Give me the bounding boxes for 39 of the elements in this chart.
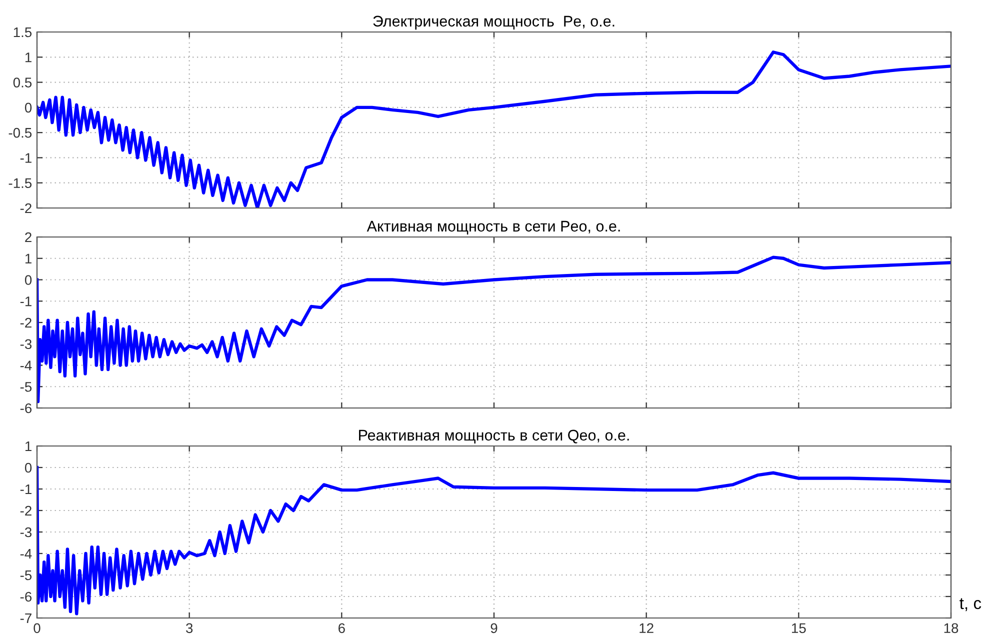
x-tick-label: 18 xyxy=(944,623,958,634)
y-tick-label: 0.5 xyxy=(13,78,32,88)
x-tick-label: 12 xyxy=(640,623,654,633)
y-tick-label: -1.5 xyxy=(8,178,32,188)
chart-title: Электрическая мощность Pe, о.е. xyxy=(373,16,614,30)
chart-title: Активная мощность в сети Peo, о.е. xyxy=(366,220,620,234)
x-axis-title: t, c xyxy=(960,598,982,612)
y-tick-label: -1 xyxy=(20,296,32,306)
y-tick-label: -5 xyxy=(20,382,32,392)
y-tick-label: 1 xyxy=(25,254,32,264)
x-tick-label: 15 xyxy=(792,623,806,634)
x-tick-label: 6 xyxy=(338,623,345,634)
y-tick-label: -2 xyxy=(20,506,32,516)
y-tick-label: -5 xyxy=(20,570,32,580)
line-series xyxy=(37,256,951,404)
y-tick-label: -3 xyxy=(20,527,32,538)
y-tick-label: 0 xyxy=(24,275,32,285)
y-tick-label: -6 xyxy=(20,592,32,602)
y-tick-label: -3 xyxy=(20,339,32,350)
chart-title: Реактивная мощность в сети Qeo, о.е. xyxy=(359,430,629,444)
y-tick-label: -4 xyxy=(20,548,32,559)
y-tick-label: -1 xyxy=(20,484,32,494)
y-tick-label: 0 xyxy=(24,462,32,473)
y-tick-label: -4 xyxy=(20,360,32,370)
y-tick-label: -1 xyxy=(20,153,32,163)
y-tick-label: -2 xyxy=(20,318,32,328)
y-tick-label: 1 xyxy=(25,441,32,452)
y-tick-label: 1.5 xyxy=(14,27,32,38)
x-tick-label: 0 xyxy=(34,623,40,634)
x-tick-label: 9 xyxy=(490,623,498,634)
y-tick-label: 0 xyxy=(24,102,32,113)
y-tick-label: 2 xyxy=(25,232,32,242)
y-tick-label: -7 xyxy=(20,613,32,624)
x-tick-label: 3 xyxy=(186,623,193,634)
y-tick-label: 1 xyxy=(25,52,32,62)
y-tick-label: -2 xyxy=(20,203,32,214)
line-series xyxy=(37,466,951,616)
y-tick-label: -6 xyxy=(20,403,32,414)
y-tick-label: -0.5 xyxy=(8,128,32,138)
